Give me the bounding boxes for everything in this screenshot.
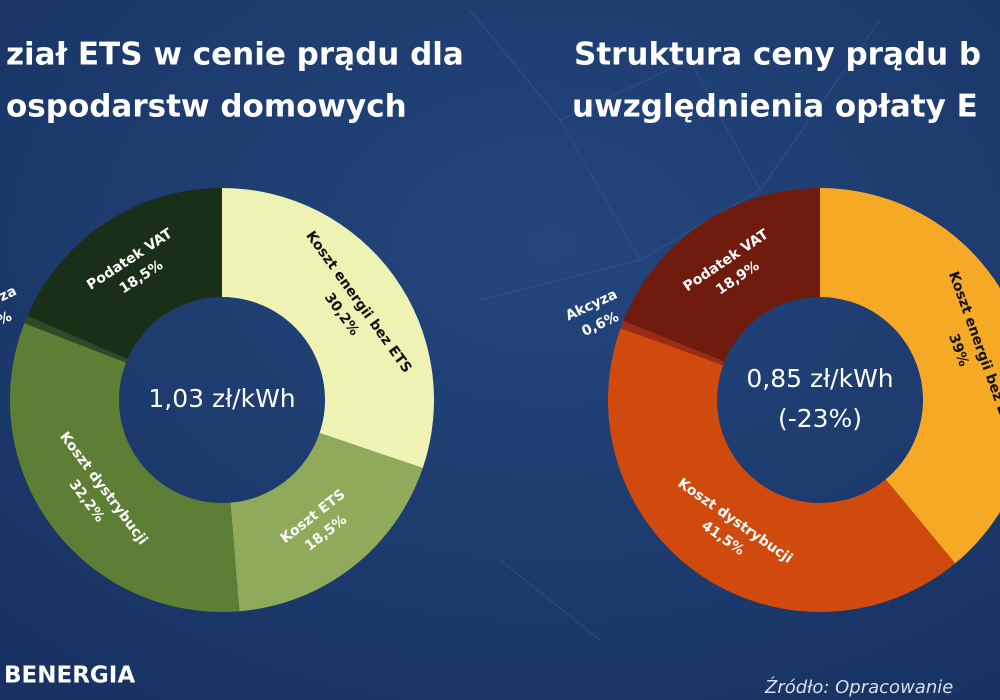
center-text: 0,85 zł/kWh [746,364,893,393]
donut-segment [10,323,240,612]
donut-segment [24,315,128,363]
donut-segment [623,188,820,362]
donut-segment [820,188,1000,564]
source: Źródło: Opracowanie [764,676,953,698]
chart-title: ospodarstw domowych [6,89,407,125]
donut-segment [222,188,435,469]
donut-segment [620,320,725,366]
donut-segment [27,188,222,360]
chart-title: ział ETS w cenie prądu dla [6,37,464,73]
network-decoration [469,9,881,641]
chart-title: Struktura ceny prądu b [574,37,981,73]
donut-segment [230,433,423,612]
center-text: 1,03 zł/kWh [148,384,295,413]
donut-segment [608,328,956,613]
logo: BENERGIA [4,663,135,689]
center-text: (-23%) [778,404,862,433]
chart-title: uwzględnienia opłaty E [572,89,978,125]
